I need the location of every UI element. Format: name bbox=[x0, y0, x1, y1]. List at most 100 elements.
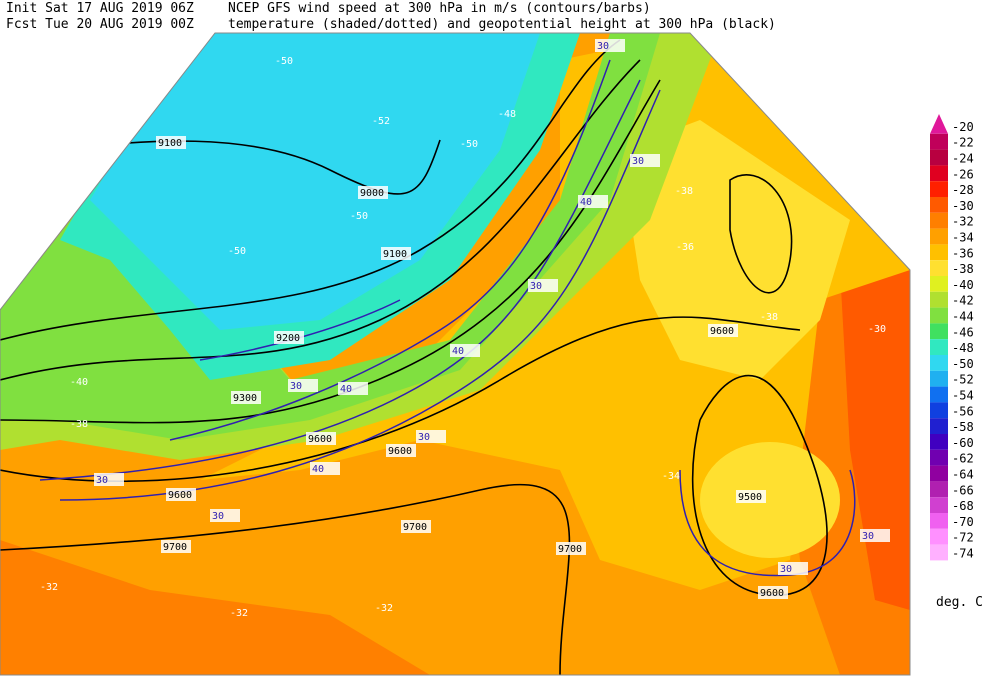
height-label-bg bbox=[231, 391, 261, 404]
wind-label-bg bbox=[630, 154, 660, 167]
colorbar-swatch bbox=[930, 339, 948, 355]
colorbar-swatch bbox=[930, 307, 948, 324]
colorbar-swatch bbox=[930, 149, 948, 166]
height-label: 9100 bbox=[383, 249, 407, 260]
height-label-bg bbox=[156, 136, 186, 149]
colorbar-label: -22 bbox=[952, 136, 974, 150]
wind-label-bg bbox=[310, 462, 340, 475]
colorbar-label: -38 bbox=[952, 262, 974, 276]
wind-label: 30 bbox=[290, 381, 302, 392]
header-line1: NCEP GFS wind speed at 300 hPa in m/s (c… bbox=[228, 1, 651, 16]
colorbar-label: -58 bbox=[952, 420, 974, 434]
colorbar-label: -34 bbox=[952, 231, 974, 245]
header-line2: temperature (shaded/dotted) and geopoten… bbox=[228, 17, 776, 32]
colorbar-label: -64 bbox=[952, 468, 974, 482]
height-label-bg bbox=[758, 586, 788, 599]
height-label: 9300 bbox=[233, 393, 257, 404]
colorbar-swatch bbox=[930, 528, 948, 545]
colorbar-swatch bbox=[930, 323, 948, 340]
colorbar-swatch bbox=[930, 276, 948, 292]
colorbar-label: -36 bbox=[952, 246, 974, 260]
wind-label: 30 bbox=[530, 281, 542, 292]
colorbar-swatch bbox=[930, 386, 948, 403]
temperature-label: -48 bbox=[498, 109, 516, 120]
colorbar-swatch bbox=[930, 434, 948, 450]
wind-label: 30 bbox=[418, 432, 430, 443]
height-label: 9700 bbox=[558, 544, 582, 555]
temperature-label: -32 bbox=[230, 608, 248, 619]
colorbar-label: -28 bbox=[952, 183, 974, 197]
colorbar-swatch bbox=[930, 497, 948, 513]
colorbar-swatch bbox=[930, 449, 948, 466]
wind-label-bg bbox=[288, 379, 318, 392]
temperature-label: -32 bbox=[375, 603, 393, 614]
height-label-bg bbox=[161, 540, 191, 553]
colorbar-swatch bbox=[930, 291, 948, 308]
temperature-label: -38 bbox=[675, 186, 693, 197]
temperature-label: -30 bbox=[868, 324, 886, 335]
height-label-bg bbox=[556, 542, 586, 555]
colorbar-label: -50 bbox=[952, 357, 974, 371]
wind-label-bg bbox=[595, 39, 625, 52]
colorbar-label: -24 bbox=[952, 152, 974, 166]
wind-label: 40 bbox=[580, 197, 592, 208]
wind-label: 40 bbox=[452, 346, 464, 357]
colorbar-swatch bbox=[930, 212, 948, 229]
colorbar-swatch bbox=[930, 228, 948, 245]
height-label-bg bbox=[358, 186, 388, 199]
colorbar-label: -26 bbox=[952, 167, 974, 181]
header-init: Init Sat 17 AUG 2019 06Z bbox=[6, 1, 194, 16]
height-label-bg bbox=[166, 488, 196, 501]
colorbar-unit: deg. C bbox=[936, 595, 983, 610]
colorbar-label: -68 bbox=[952, 499, 974, 513]
colorbar-swatch bbox=[930, 133, 948, 150]
colorbar-label: -30 bbox=[952, 199, 974, 213]
wind-label: 30 bbox=[862, 531, 874, 542]
colorbar-swatch bbox=[930, 197, 948, 213]
wind-label-bg bbox=[778, 562, 808, 575]
colorbar-label: -48 bbox=[952, 341, 974, 355]
height-label: 9700 bbox=[163, 542, 187, 553]
height-label: 9600 bbox=[168, 490, 192, 501]
wind-label: 30 bbox=[212, 511, 224, 522]
colorbar-label: -46 bbox=[952, 325, 974, 339]
colorbar-swatch bbox=[930, 370, 948, 387]
colorbar-label: -62 bbox=[952, 452, 974, 466]
wind-label: 40 bbox=[340, 384, 352, 395]
colorbar-swatch bbox=[930, 513, 948, 529]
colorbar-label: -56 bbox=[952, 404, 974, 418]
height-label-bg bbox=[386, 444, 416, 457]
colorbar-label: -60 bbox=[952, 436, 974, 450]
height-label: 9500 bbox=[738, 492, 762, 503]
temperature-label: -34 bbox=[662, 471, 680, 482]
colorbar-swatch bbox=[930, 402, 948, 419]
height-label: 9600 bbox=[710, 326, 734, 337]
wind-label: 30 bbox=[780, 564, 792, 575]
wind-label-bg bbox=[416, 430, 446, 443]
colorbar-swatch bbox=[930, 481, 948, 498]
colorbar-label: -52 bbox=[952, 373, 974, 387]
temperature-label: -50 bbox=[275, 56, 293, 67]
height-label: 9600 bbox=[760, 588, 784, 599]
wind-label-bg bbox=[528, 279, 558, 292]
height-label-bg bbox=[736, 490, 766, 503]
colorbar-swatch bbox=[930, 355, 948, 371]
wind-label: 30 bbox=[597, 41, 609, 52]
temperature-label: -40 bbox=[70, 377, 88, 388]
colorbar-label: -42 bbox=[952, 294, 974, 308]
colorbar-swatch bbox=[930, 244, 948, 261]
wind-label: 30 bbox=[632, 156, 644, 167]
colorbar-swatch bbox=[930, 165, 948, 182]
colorbar-swatch bbox=[930, 465, 948, 482]
wind-label-bg bbox=[860, 529, 890, 542]
height-label: 9000 bbox=[360, 188, 384, 199]
wind-label-bg bbox=[578, 195, 608, 208]
wind-label: 30 bbox=[96, 475, 108, 486]
height-label: 9100 bbox=[158, 138, 182, 149]
temperature-label: -50 bbox=[228, 246, 246, 257]
colorbar-label: -72 bbox=[952, 531, 974, 545]
colorbar-label: -54 bbox=[952, 389, 974, 403]
